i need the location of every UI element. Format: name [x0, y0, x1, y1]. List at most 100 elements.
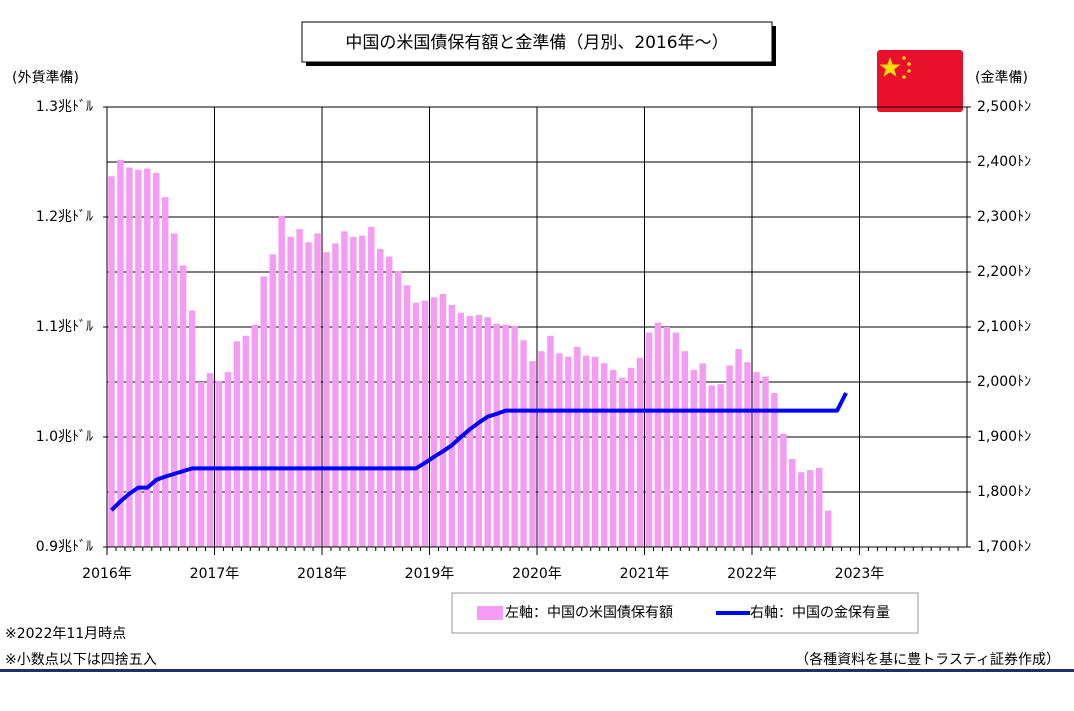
bar	[430, 297, 438, 547]
bar	[824, 510, 832, 547]
bar	[224, 372, 232, 547]
legend-label: 左軸：中国の米国債保有額	[505, 605, 673, 621]
legend-label: 右軸：中国の金保有量	[750, 605, 890, 621]
y-tick-label: 0.9兆ﾄﾞﾙ	[36, 539, 93, 555]
bar	[529, 361, 536, 547]
bar	[609, 369, 617, 547]
bar	[296, 229, 303, 547]
bar	[144, 168, 151, 547]
bar	[502, 324, 509, 547]
bar	[475, 314, 482, 547]
bar	[421, 300, 429, 547]
bar	[645, 332, 653, 547]
bar	[681, 351, 689, 547]
bar	[565, 356, 572, 547]
bar	[654, 322, 662, 547]
flag-star	[907, 62, 911, 66]
bar	[448, 305, 456, 547]
flag-star	[879, 57, 901, 77]
y2-tick-label: 2,500ﾄﾝ	[977, 99, 1031, 115]
footer-rule	[0, 669, 1074, 672]
bar	[197, 382, 205, 547]
bar	[179, 265, 187, 547]
bar	[269, 254, 276, 547]
y2-tick-label: 1,900ﾄﾝ	[977, 429, 1031, 445]
bar	[206, 373, 214, 547]
bar	[699, 363, 706, 547]
bar	[574, 346, 581, 547]
bar	[153, 173, 160, 547]
bar	[350, 236, 357, 548]
y2-tick-label: 2,400ﾄﾝ	[977, 154, 1031, 170]
title-box	[301, 21, 773, 63]
note: ※小数点以下は四捨五入	[5, 651, 157, 668]
note: ※2022年11月時点	[5, 626, 126, 642]
gold-line	[110, 392, 848, 512]
bar	[341, 231, 348, 548]
y-axis-label: (外貨準備)	[12, 69, 79, 86]
bar	[583, 355, 590, 547]
legend	[451, 592, 919, 634]
bar	[798, 472, 805, 547]
y-tick-label: 1.3兆ﾄﾞﾙ	[36, 99, 93, 115]
flag-star	[902, 75, 906, 79]
bar	[412, 302, 420, 547]
x-tick-label: 2017年	[190, 566, 240, 582]
chart-title: 中国の米国債保有額と金準備（月別、2016年～）	[345, 33, 728, 53]
x-tick-label: 2019年	[405, 566, 455, 582]
bar	[305, 242, 312, 548]
y-tick-label: 1.0兆ﾄﾞﾙ	[36, 429, 93, 445]
bar	[457, 312, 465, 547]
bar	[323, 252, 330, 547]
bar	[511, 325, 518, 547]
bar	[780, 433, 787, 547]
bar	[162, 197, 169, 547]
bar	[547, 335, 554, 547]
flag	[877, 50, 963, 112]
bar	[215, 380, 223, 547]
bar	[117, 159, 124, 548]
bar	[314, 233, 321, 547]
y2-tick-label: 1,700ﾄﾝ	[977, 539, 1031, 555]
bar	[753, 372, 760, 547]
bar	[260, 276, 267, 547]
bar	[717, 384, 724, 547]
bar	[126, 167, 133, 547]
bar	[618, 377, 626, 547]
bar	[394, 270, 402, 547]
bar	[368, 226, 375, 547]
bar	[385, 256, 393, 547]
y2-axis-label: (金準備)	[975, 70, 1028, 86]
y2-tick-label: 1,800ﾄﾝ	[977, 484, 1031, 500]
x-tick-label: 2018年	[297, 566, 347, 582]
bar	[233, 341, 241, 547]
bar	[484, 317, 491, 547]
bar	[672, 332, 680, 547]
bar	[636, 357, 644, 547]
flag-star	[907, 69, 911, 73]
bar	[108, 176, 115, 548]
bar	[188, 310, 196, 547]
bar	[251, 324, 259, 547]
bar	[771, 393, 778, 547]
bar	[439, 294, 447, 547]
bar	[242, 335, 250, 547]
bar	[287, 236, 294, 548]
bar	[815, 467, 823, 547]
bar	[170, 233, 178, 547]
bar	[359, 235, 366, 547]
bar	[744, 362, 751, 547]
bar	[708, 385, 715, 547]
y2-tick-label: 2,100ﾄﾝ	[977, 319, 1031, 335]
bar	[377, 248, 384, 547]
bar	[556, 353, 563, 547]
x-tick-label: 2023年	[835, 566, 885, 582]
y2-tick-label: 2,300ﾄﾝ	[977, 209, 1031, 225]
y-tick-label: 1.1兆ﾄﾞﾙ	[36, 319, 93, 335]
bar	[789, 459, 796, 547]
bar	[663, 327, 671, 547]
bar	[332, 243, 339, 547]
bar	[493, 323, 500, 547]
bar	[520, 340, 527, 547]
